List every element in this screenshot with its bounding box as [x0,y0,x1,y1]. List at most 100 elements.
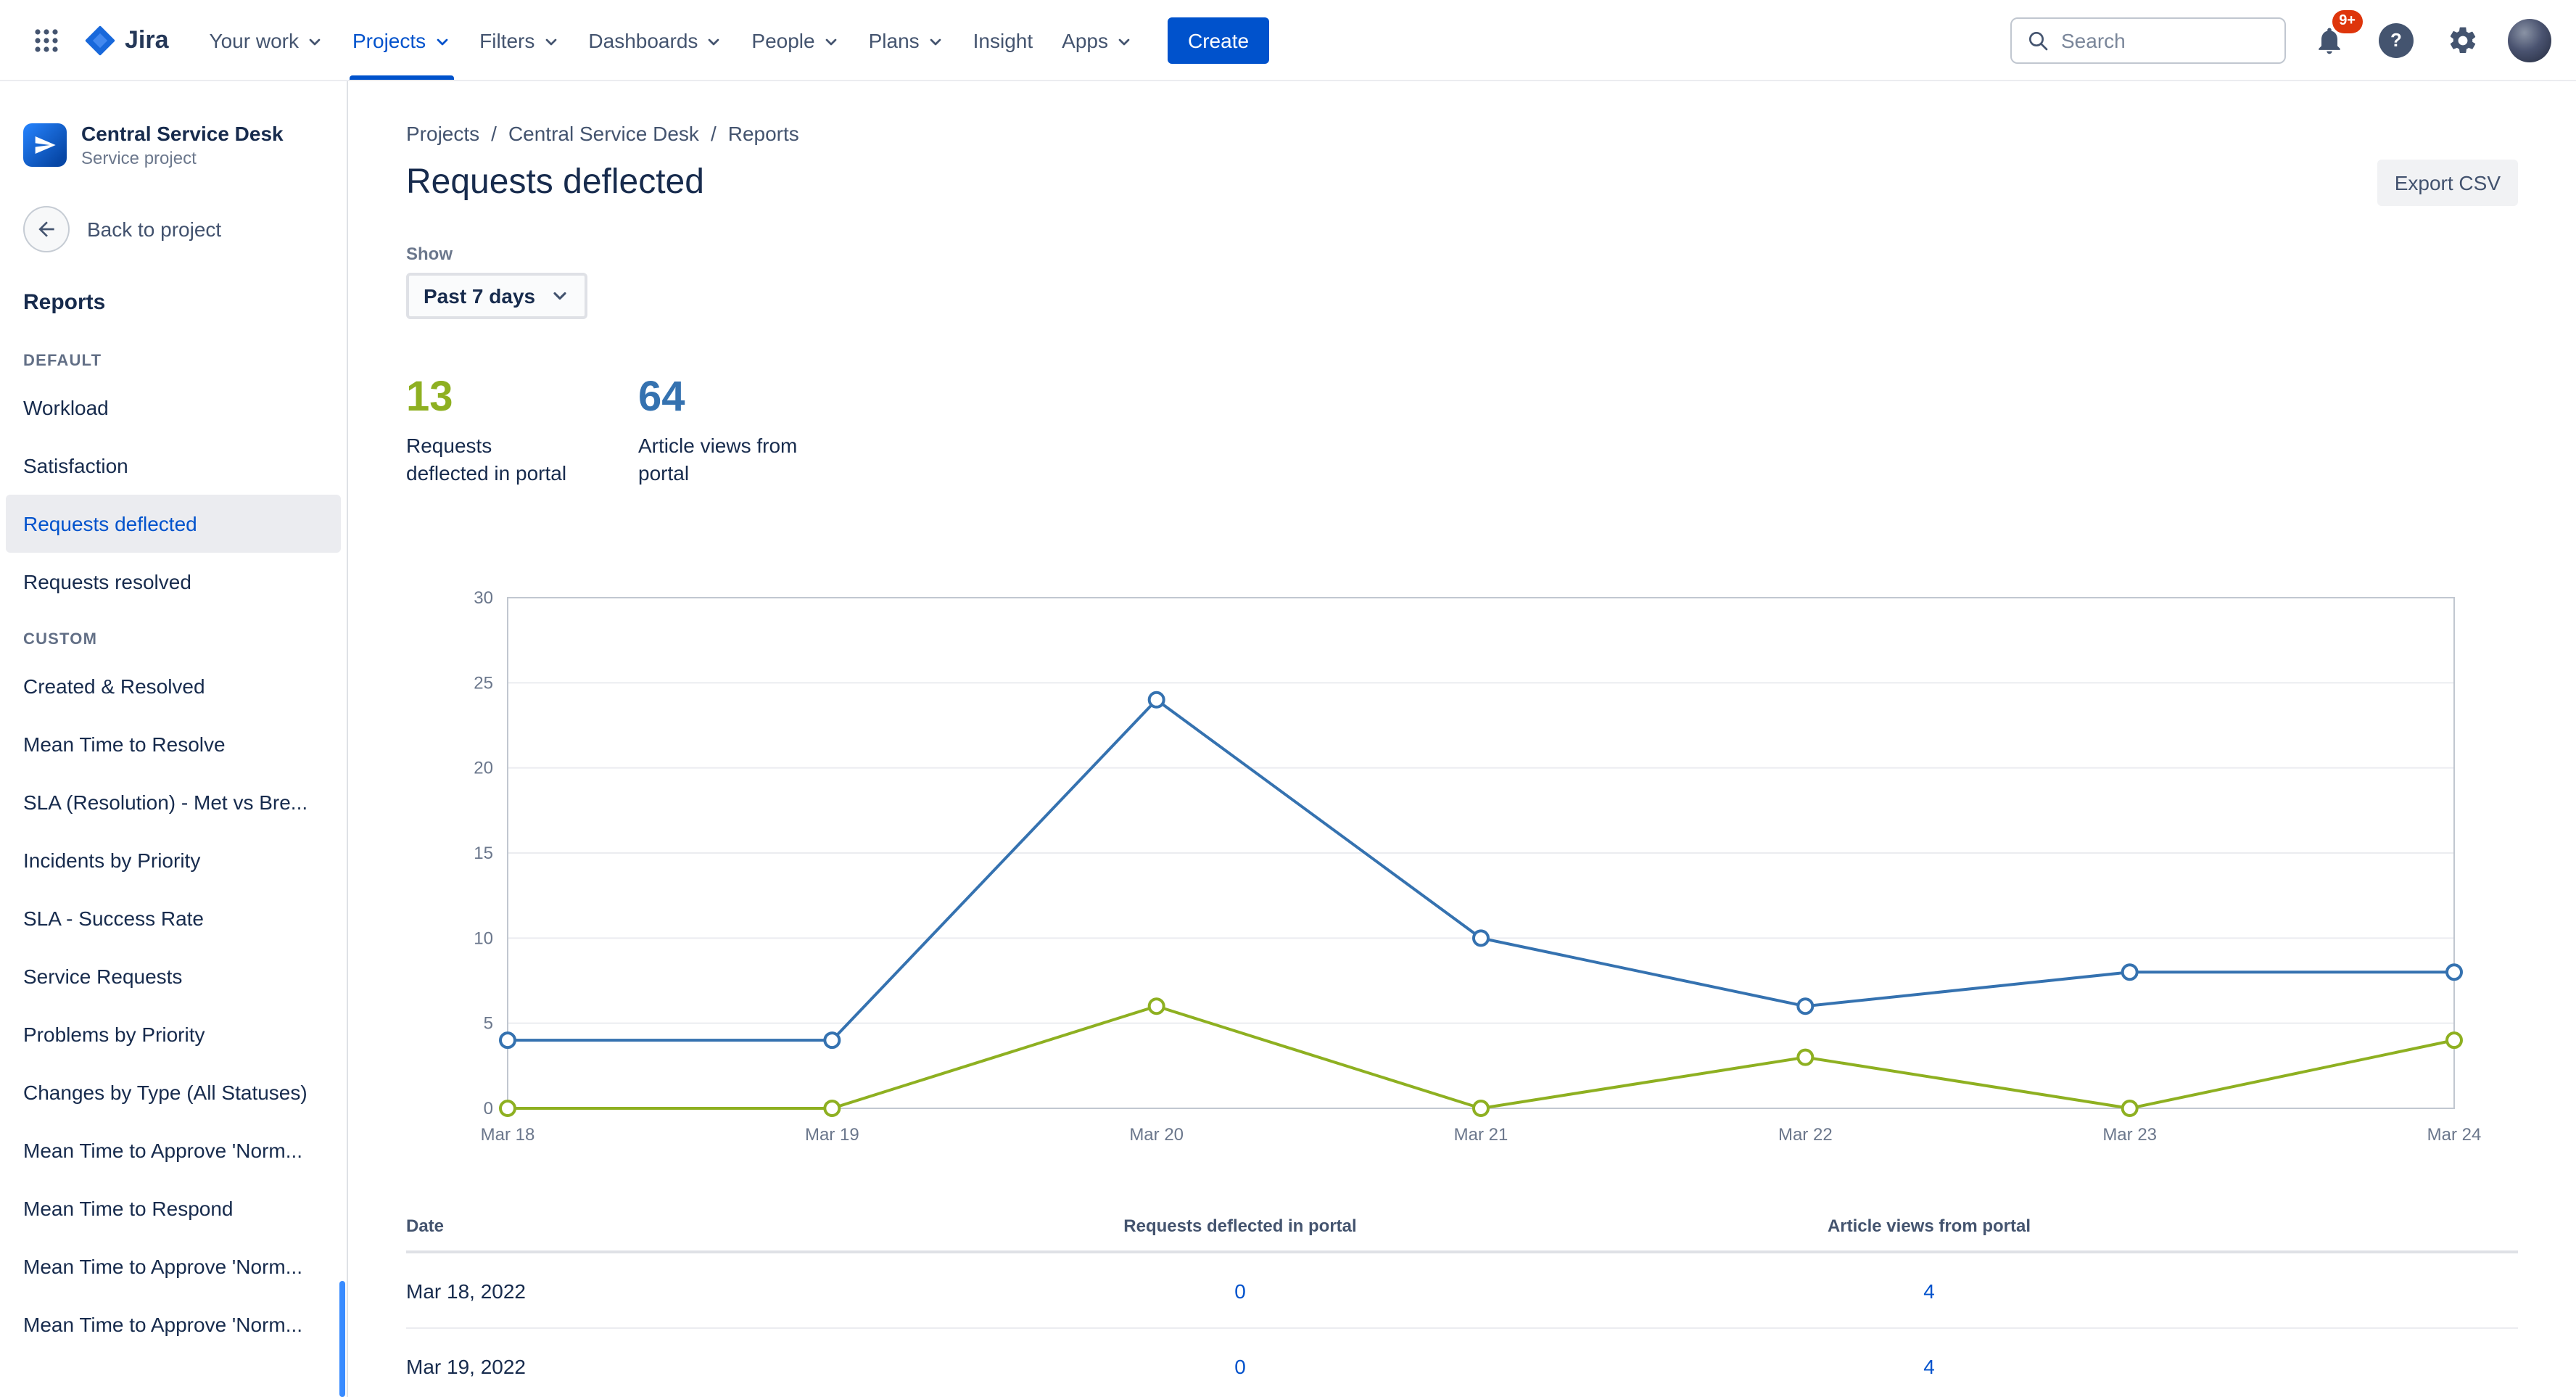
primary-nav: Your work Projects Filters Dashboards Pe… [195,0,1148,80]
svg-text:25: 25 [474,673,493,693]
cell-date: Mar 19, 2022 [406,1354,526,1377]
sidebar-item-mean-time-respond[interactable]: Mean Time to Respond [23,1197,234,1220]
breadcrumb-reports[interactable]: Reports [727,122,799,145]
breadcrumb-separator: / [491,122,497,145]
sidebar-scrollbar[interactable] [339,1281,345,1397]
custom-report-list: Created & Resolved Mean Time to Resolve … [0,657,347,1353]
svg-text:5: 5 [484,1014,493,1034]
sidebar-item-service-requests[interactable]: Service Requests [23,965,183,988]
rocket-icon [35,136,56,154]
app-switcher-button[interactable] [23,17,70,63]
stat-requests-deflected: 13 Requests deflected in portal [406,374,638,487]
table-row: Mar 19, 2022 0 4 [406,1329,2518,1397]
nav-your-work[interactable]: Your work [195,0,339,80]
project-header: Central Service Desk Service project [0,122,347,168]
date-range-dropdown[interactable]: Past 7 days [406,273,588,319]
sidebar-item-sla-resolution[interactable]: SLA (Resolution) - Met vs Bre... [23,791,308,814]
chevron-down-icon [1118,38,1130,45]
svg-text:Mar 21: Mar 21 [1454,1125,1508,1145]
nav-apps[interactable]: Apps [1047,0,1147,80]
group-custom-label: CUSTOM [23,631,98,648]
gear-icon [2450,26,2476,53]
search-icon [2029,31,2048,50]
stat-label-views: Article views from portal [638,434,798,485]
svg-text:10: 10 [474,928,493,948]
svg-text:Mar 22: Mar 22 [1778,1125,1833,1145]
nav-dashboards[interactable]: Dashboards [574,0,737,80]
svg-text:Mar 20: Mar 20 [1129,1125,1184,1145]
sidebar-item-requests-deflected[interactable]: Requests deflected [6,495,341,553]
sidebar-item-changes-by-type[interactable]: Changes by Type (All Statuses) [23,1081,307,1104]
summary-stats: 13 Requests deflected in portal 64 Artic… [406,374,2518,487]
project-type: Service project [81,148,197,168]
sidebar-item-problems-by-priority[interactable]: Problems by Priority [23,1023,205,1046]
jira-logo[interactable]: Jira [84,24,169,56]
sidebar: Central Service Desk Service project Bac… [0,81,348,1397]
cell-date: Mar 18, 2022 [406,1279,526,1302]
profile-button[interactable] [2506,17,2553,63]
sidebar-item-mean-time-approve-2[interactable]: Mean Time to Approve 'Norm... [23,1255,303,1278]
deflected-count-link[interactable]: 0 [1234,1354,1246,1377]
sidebar-item-mean-time-approve-3[interactable]: Mean Time to Approve 'Norm... [23,1313,303,1336]
sidebar-item-incidents-by-priority[interactable]: Incidents by Priority [23,849,201,872]
sidebar-item-requests-resolved[interactable]: Requests resolved [23,570,191,593]
chevron-down-icon [553,292,566,300]
nav-projects[interactable]: Projects [338,0,465,80]
project-avatar [23,123,67,167]
bell-icon [2319,27,2340,54]
svg-text:30: 30 [474,588,493,608]
sidebar-item-workload[interactable]: Workload [23,396,109,419]
deflection-line-chart: 0 5 10 15 20 25 30 Mar 18 Mar 19 Mar 20 Mar 21 Mar … [474,588,2482,1145]
sidebar-item-mean-time-to-resolve[interactable]: Mean Time to Resolve [23,733,226,756]
views-count-link[interactable]: 4 [1923,1279,1935,1302]
column-header-date: Date [406,1216,445,1236]
nav-plans[interactable]: Plans [854,0,959,80]
jira-logo-icon [85,25,115,55]
chevron-down-icon [545,38,556,45]
column-header-views: Article views from portal [1827,1216,2031,1236]
sidebar-title: Reports [23,290,106,315]
stat-value-views: 64 [638,374,685,421]
breadcrumb-projects[interactable]: Projects [406,122,480,145]
nav-filters[interactable]: Filters [465,0,574,80]
svg-text:Mar 24: Mar 24 [2427,1125,2482,1145]
back-to-project[interactable]: Back to project [0,206,347,252]
export-csv-button[interactable]: Export CSV [2377,160,2518,206]
table-row: Mar 18, 2022 0 4 [406,1253,2518,1329]
deflected-count-link[interactable]: 0 [1234,1279,1246,1302]
chevron-down-icon [930,38,941,45]
svg-text:15: 15 [474,844,493,863]
stat-label-deflected: Requests deflected in portal [406,434,567,485]
arrow-left-icon [38,221,54,237]
views-count-link[interactable]: 4 [1923,1354,1935,1377]
sidebar-item-satisfaction[interactable]: Satisfaction [23,454,128,477]
page-title: Requests deflected [406,162,704,202]
sidebar-item-created-resolved[interactable]: Created & Resolved [23,675,205,698]
app-switcher-icon [35,28,58,51]
sidebar-item-sla-success-rate[interactable]: SLA - Success Rate [23,907,205,930]
chevron-down-icon [709,38,719,45]
nav-insight[interactable]: Insight [973,28,1033,51]
chevron-down-icon [825,38,836,45]
help-button[interactable]: ? [2373,17,2419,63]
top-nav-bar: Jira Your work Projects Filters Dashboar… [0,0,2576,81]
chevron-down-icon [309,38,321,45]
table-header-row: Date Requests deflected in portal Articl… [406,1201,2518,1253]
back-circle [23,206,70,252]
sidebar-item-mean-time-approve-1[interactable]: Mean Time to Approve 'Norm... [23,1139,303,1162]
create-button[interactable]: Create [1168,17,1270,63]
jira-logo-text: Jira [125,25,169,53]
main-content: Projects / Central Service Desk / Report… [348,81,2576,1397]
chevron-down-icon [436,38,447,45]
settings-button[interactable] [2440,17,2486,63]
user-avatar [2508,18,2551,62]
notifications-button[interactable]: 9+ [2306,9,2363,63]
svg-text:0: 0 [484,1099,493,1118]
notification-badge: 9+ [2332,9,2363,33]
breadcrumb-project[interactable]: Central Service Desk [508,122,699,145]
svg-text:20: 20 [474,759,493,778]
help-icon: ? [2379,22,2414,57]
search-input[interactable] [2061,28,2270,51]
nav-people[interactable]: People [737,0,854,80]
report-table: Date Requests deflected in portal Articl… [406,1201,2518,1397]
